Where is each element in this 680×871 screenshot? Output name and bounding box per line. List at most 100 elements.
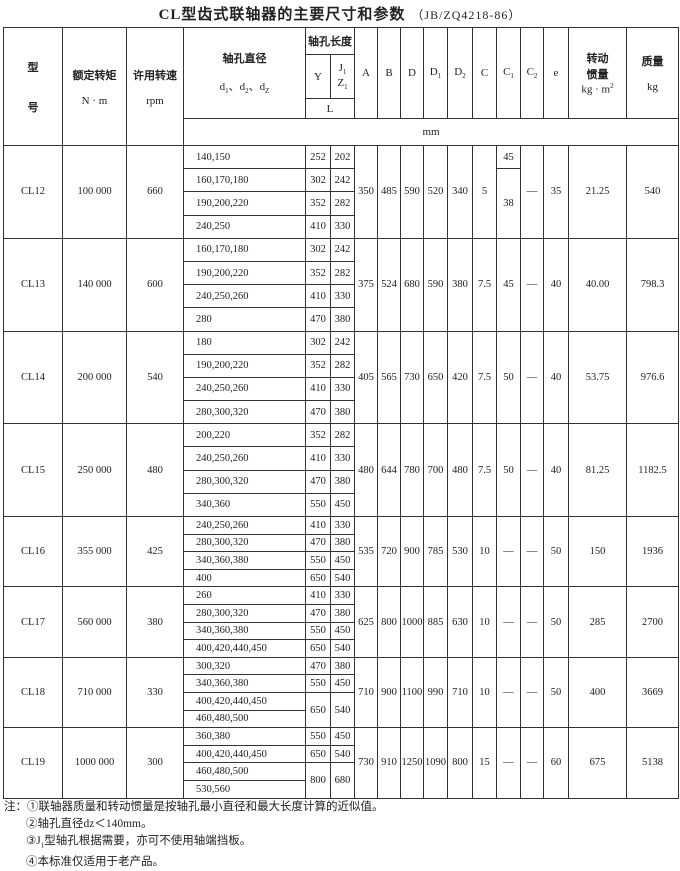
length-y: 470 [305, 533, 331, 553]
length-j: 330 [330, 214, 355, 239]
table-row: 280,300,320 470 380 [4, 400, 679, 425]
symbol: d [259, 81, 266, 94]
symbol-sub: 1 [225, 87, 229, 96]
bore-diameters: 240,250,260 [183, 446, 306, 471]
dim-d2: 710 [447, 656, 473, 729]
bore-diameters: 200,220 [183, 423, 306, 448]
length-y: 470 [305, 656, 331, 676]
dim-d2: 800 [447, 727, 473, 799]
bore-diameters: 400 [183, 568, 306, 588]
length-j: 450 [330, 551, 355, 570]
inertia-header: 转动 惯量 kg · m2 [568, 27, 627, 119]
dim-c2: — [520, 237, 544, 332]
table-row: 240,250,260 410 330 [4, 376, 679, 402]
dim-d1: 700 [423, 423, 448, 517]
speed: 540 [126, 330, 184, 425]
torque: 560 000 [62, 586, 127, 658]
bore-diameters: 360,380 [183, 727, 306, 746]
model: CL14 [3, 330, 63, 425]
header-unit: N · m [81, 94, 108, 107]
length-j: 330 [330, 376, 355, 402]
dim-c: 15 [472, 727, 497, 799]
length-j: 450 [330, 727, 355, 746]
dim-a: 480 [354, 423, 378, 517]
l-header: L [305, 98, 355, 119]
table-row: CL19 1000 000 300 360,380 550 450 730 910 1250 10… [3, 727, 679, 799]
length-j: 282 [330, 423, 355, 448]
dim-header: e [543, 27, 569, 119]
header-text: Z [337, 76, 345, 89]
model: CL17 [3, 586, 63, 658]
dim-c2: — [520, 423, 544, 517]
inertia: 81.25 [568, 423, 627, 517]
speed: 380 [126, 586, 184, 658]
unit-header: mm [183, 118, 679, 146]
table-row: 400 650 540 [4, 568, 679, 588]
dim-c1: 50 [496, 330, 521, 425]
dim-header: A [354, 27, 378, 119]
note-text: ③J [26, 835, 41, 847]
dim-c1: — [496, 727, 521, 799]
bore-diameters: 280,300,320 [183, 603, 306, 623]
length-y: 470 [305, 400, 331, 425]
table-row: CL13 140 000 600 160,170,180 302 242 375 524 680… [3, 237, 679, 332]
bore-diameters: 240,250 [183, 214, 306, 239]
length-j: 680 [330, 762, 355, 799]
torque: 355 000 [62, 515, 127, 588]
symbol-sub: 2 [533, 72, 538, 81]
table-head: 型号 额定转矩 N · m 许用转速 rpm 轴孔直径 d1、d2、dZ 轴孔长度 A… [3, 27, 679, 146]
dim-b: 565 [377, 330, 401, 425]
symbol: e [553, 67, 559, 79]
dim-a: 710 [354, 656, 378, 729]
length-j: 242 [330, 168, 355, 193]
inertia: 285 [568, 586, 627, 658]
dim-c: 7.5 [472, 423, 497, 517]
length-y: 470 [305, 603, 331, 623]
length-y: 550 [305, 674, 331, 693]
dim-d: 1250 [400, 727, 424, 799]
length-y: 410 [305, 586, 331, 605]
note-prefix: 注： [4, 801, 27, 813]
inertia: 53.75 [568, 330, 627, 425]
table-row: CL12 100 000 660 140,150 252 202 350 485 590 520 3… [3, 144, 679, 239]
dim-c2: — [520, 330, 544, 425]
note-text: 型轴孔根据需要，亦可不使用轴端挡板。 [44, 835, 252, 847]
table-row: 340,360 550 450 [4, 492, 679, 518]
length-y: 302 [305, 168, 331, 193]
dim-header: D [400, 27, 424, 119]
bore-diameters: 180 [183, 330, 306, 355]
dim-d2: 420 [447, 330, 473, 425]
separator: 、 [248, 81, 260, 94]
note-text: ①联轴器质量和转动惯量是按轴孔最小直径和最大长度计算的近似值。 [27, 801, 384, 813]
symbol: C [480, 67, 489, 79]
length-j: 450 [330, 492, 355, 518]
inertia: 400 [568, 656, 627, 729]
dim-a: 405 [354, 330, 378, 425]
length-y: 302 [305, 237, 331, 262]
header-text: 轴孔直径 [222, 53, 267, 66]
note-sub: 1 [40, 841, 45, 850]
speed: 660 [126, 145, 184, 239]
length-y: 470 [305, 469, 331, 494]
bore-diameters: 300,320 [183, 656, 306, 676]
length-y: 410 [305, 446, 331, 471]
length-y: 550 [305, 551, 331, 570]
symbol: B [385, 67, 393, 79]
dim-b: 900 [377, 656, 401, 729]
length-y: 650 [305, 639, 331, 658]
header-text: 质量 [641, 56, 664, 68]
symbol: C [503, 65, 511, 78]
standard: （JB/ZQ4218-86） [411, 8, 522, 22]
table-row: 190,200,220 352 282 [4, 353, 679, 378]
bore-diameters: 140,150 [183, 144, 306, 170]
header-unit-sup: 2 [610, 82, 614, 91]
spec-table: 型号 额定转矩 N · m 许用转速 rpm 轴孔直径 d1、d2、dZ 轴孔长度 A… [3, 27, 679, 799]
bore-diameters: 160,170,180 [183, 237, 306, 262]
dim-b: 720 [377, 515, 401, 588]
torque: 1000 000 [62, 727, 127, 799]
dim-d2: 630 [447, 586, 473, 658]
y-header: Y [305, 54, 331, 99]
inertia: 21.25 [568, 145, 627, 239]
dim-d1: 1090 [423, 727, 448, 799]
mass: 798.3 [626, 237, 679, 332]
